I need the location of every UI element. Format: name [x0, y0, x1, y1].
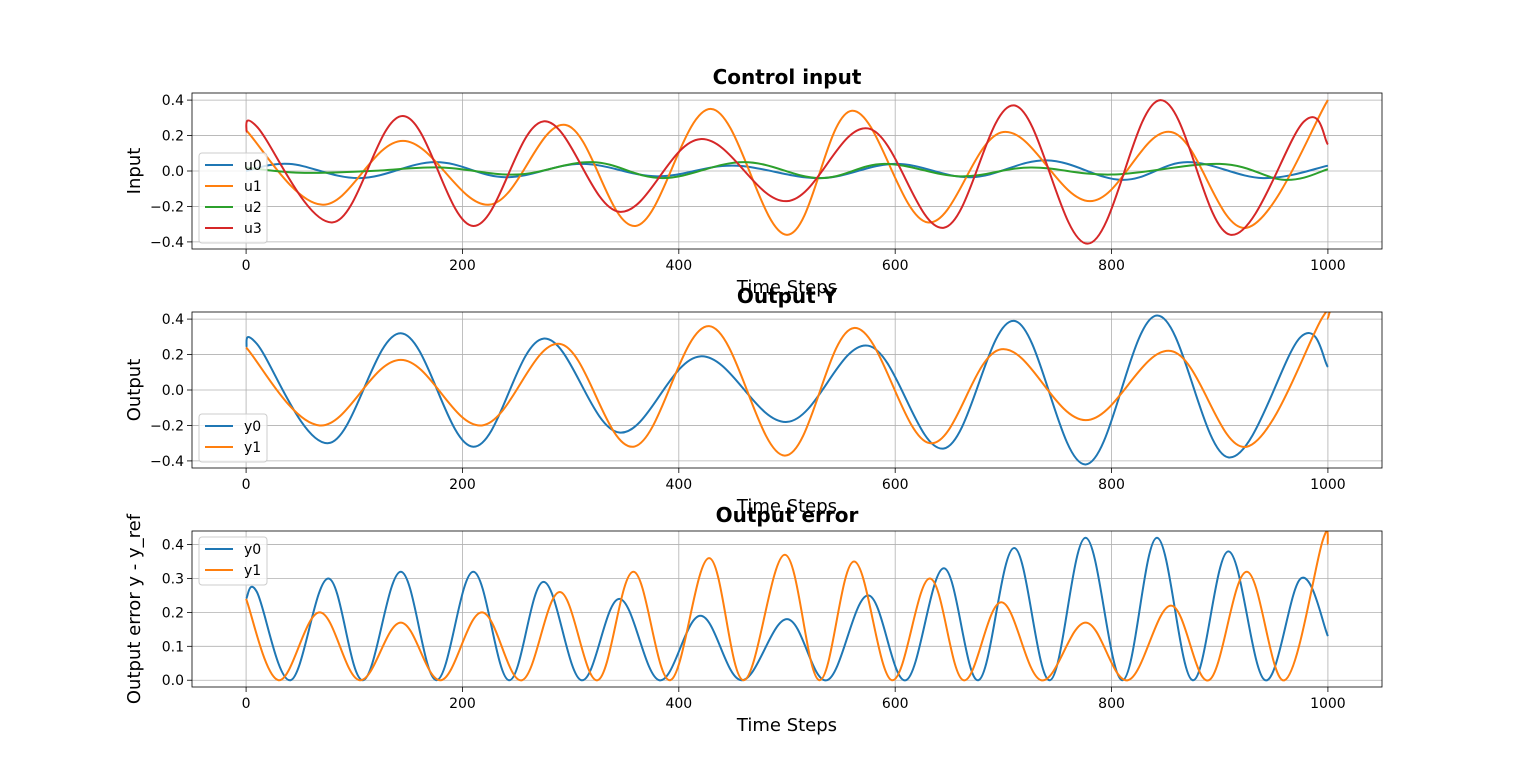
x-tick-label: 200 — [449, 696, 476, 712]
y-tick-label: 0.2 — [162, 129, 184, 145]
x-tick-label: 800 — [1098, 696, 1125, 712]
plot-frame — [191, 311, 1383, 469]
x-tick-label: 0 — [242, 477, 251, 493]
x-tick-label: 800 — [1098, 477, 1125, 493]
x-axis-label: Time Steps — [736, 277, 837, 298]
x-tick-label: 600 — [882, 696, 909, 712]
grid — [192, 531, 1382, 687]
legend-label: u3 — [244, 221, 262, 237]
x-tick-label: 0 — [242, 696, 251, 712]
panels: 0 200 400 600 800 1000 −0.4 −0.2 0.0 0.2 0.4 Contro… — [124, 65, 1383, 736]
y-tick-label: 0.0 — [162, 164, 184, 180]
series-group — [245, 99, 1329, 245]
x-tick-label: 200 — [449, 477, 476, 493]
x-tick-label: 200 — [449, 258, 476, 274]
x-tick-label: 400 — [665, 477, 692, 493]
x-tick-label: 600 — [882, 258, 909, 274]
legend-box — [198, 152, 268, 244]
y-tick-label: 0.2 — [162, 605, 184, 621]
series-line-y0 — [245, 314, 1329, 466]
series-line-u3 — [245, 99, 1329, 245]
legend: u0 u1 u2 u3 — [198, 152, 268, 244]
y-axis-label: Input — [124, 148, 145, 195]
y-axis-label: Output error y - y_ref — [124, 513, 145, 704]
panel-title: Output error — [716, 503, 859, 527]
panel-1: 0 200 400 600 800 1000 −0.4 −0.2 0.0 0.2 0.4 Contro… — [124, 65, 1383, 298]
legend-label: u1 — [244, 179, 262, 195]
y-tick-label: 0.3 — [162, 571, 184, 587]
x-tick-label: 1000 — [1310, 258, 1346, 274]
panel-3: 0 200 400 600 800 1000 0.0 0.1 0.2 0.3 0.4 Output e… — [124, 503, 1383, 736]
legend-label: u2 — [244, 200, 262, 216]
panel-title: Control input — [713, 65, 862, 89]
x-tick-label: 600 — [882, 477, 909, 493]
x-tick-label: 800 — [1098, 258, 1125, 274]
x-tick-label: 1000 — [1310, 477, 1346, 493]
plot-frame — [191, 92, 1383, 250]
series-line-y1 — [245, 312, 1331, 457]
x-axis-label: Time Steps — [736, 715, 837, 736]
panel-title: Output Y — [737, 284, 838, 308]
plot-frame — [191, 530, 1383, 688]
y-axis-label: Output — [124, 359, 145, 422]
y-tick-label: 0.1 — [162, 639, 184, 655]
y-tick-label: −0.2 — [150, 199, 184, 215]
x-axis-label: Time Steps — [736, 496, 837, 517]
y-tick-label: 0.4 — [162, 93, 184, 109]
series-line-y1 — [245, 531, 1329, 682]
series-group — [245, 531, 1329, 682]
legend-label: y0 — [244, 419, 261, 435]
x-tick-label: 400 — [665, 696, 692, 712]
y-tick-label: 0.4 — [162, 312, 184, 328]
legend-label: y0 — [244, 542, 261, 558]
panel-2: 0 200 400 600 800 1000 −0.4 −0.2 0.0 0.2 0.4 Output… — [124, 284, 1383, 517]
x-tick-label: 0 — [242, 258, 251, 274]
series-line-y0 — [245, 536, 1329, 682]
series-line-u0 — [245, 159, 1329, 181]
grid — [192, 312, 1382, 468]
legend-label: y1 — [244, 440, 261, 456]
y-tick-label: −0.4 — [150, 454, 184, 470]
y-tick-label: 0.0 — [162, 383, 184, 399]
y-tick-label: 0.0 — [162, 673, 184, 689]
y-tick-label: −0.2 — [150, 418, 184, 434]
series-line-u2 — [245, 161, 1329, 181]
legend-label: y1 — [244, 563, 261, 579]
x-tick-label: 400 — [665, 258, 692, 274]
series-group — [245, 312, 1331, 466]
legend-label: u0 — [244, 158, 262, 174]
series-line-u1 — [245, 99, 1329, 236]
x-tick-label: 1000 — [1310, 696, 1346, 712]
y-tick-label: 0.4 — [162, 538, 184, 554]
y-tick-label: 0.2 — [162, 348, 184, 364]
y-tick-label: −0.4 — [150, 235, 184, 251]
